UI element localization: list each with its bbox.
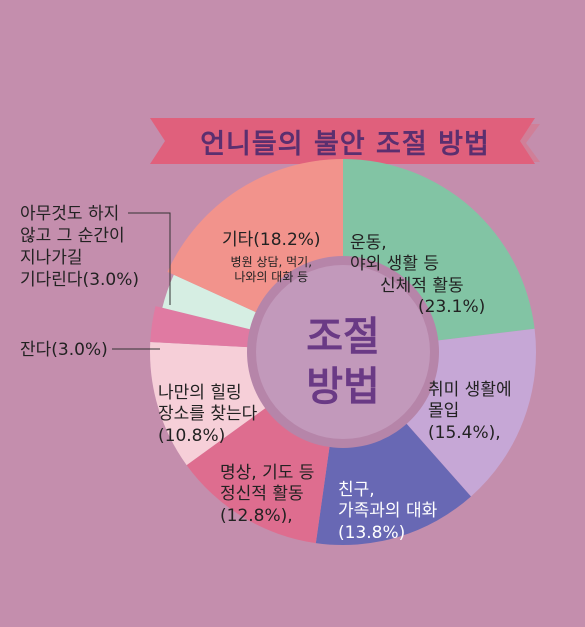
slice-label-other: 기타(18.2%) 병원 상담, 먹기, 나와의 대화 등 [222, 230, 321, 285]
slice-label-line: (23.1%) [418, 296, 486, 317]
slice-label-line: 아무것도 하지 [20, 204, 120, 224]
slice-label-healing: 나만의 힐링 장소를 찾는다 (10.8%) [158, 383, 257, 447]
slice-label-line: 않고 그 순간이 [20, 226, 125, 247]
slice-label-line: 정신적 활동 [220, 484, 304, 505]
slice-label-line: 친구, [338, 480, 375, 500]
center-circle [256, 265, 430, 439]
slice-label-line: 명상, 기도 등 [220, 463, 315, 483]
slice-label-line: 지나가길 [20, 248, 83, 269]
leader-line-nothing [128, 212, 171, 305]
banner-body [150, 118, 535, 164]
slice-label-line: 신체적 활동 [380, 275, 464, 296]
slice-label-line: 잔다(3.0%) [20, 340, 108, 360]
center-label-line-1: 조절 [306, 314, 380, 360]
slice-label-sleep: 잔다(3.0%) [20, 339, 108, 361]
slice-label-exercise: 운동, 야외 생활 등 신체적 활동 (23.1%) [350, 233, 485, 318]
slice-label-line: (12.8%), [220, 505, 293, 526]
slice-label-line: 나만의 힐링 [158, 383, 242, 403]
slice-label-line: 기다린다(3.0%) [20, 270, 140, 291]
slice-sublabel-line: 나와의 대화 등 [234, 270, 309, 285]
slice-label-line: (15.4%), [428, 422, 501, 443]
slice-sublabel-line: 병원 상담, 먹기, [230, 255, 313, 270]
slice-label-line: 취미 생활에 [428, 380, 512, 400]
center-label: 조절 방법 [268, 312, 418, 412]
slice-label-line: (10.8%) [158, 425, 226, 446]
slice-label-family: 친구, 가족과의 대화 (13.8%) [338, 480, 437, 544]
slice-label-line: 몰입 [428, 401, 460, 422]
slice-label-nothing: 아무것도 하지 않고 그 순간이 지나가길 기다린다(3.0%) [20, 203, 139, 291]
slice-label-line: (13.8%) [338, 522, 406, 543]
slice-label-line: 운동, [350, 233, 387, 253]
slice-label-line: 장소를 찾는다 [158, 404, 258, 425]
slice-label-line: 가족과의 대화 [338, 501, 438, 522]
chart-title: 언니들의 불안 조절 방법 [200, 128, 490, 160]
slice-label-hobby: 취미 생활에 몰입 (15.4%), [428, 380, 512, 444]
center-label-line-2: 방법 [306, 364, 380, 410]
slice-label-line: 기타(18.2%) [222, 230, 321, 250]
slice-label-meditation: 명상, 기도 등 정신적 활동 (12.8%), [220, 463, 314, 527]
slice-label-line: 야외 생활 등 [350, 254, 440, 275]
